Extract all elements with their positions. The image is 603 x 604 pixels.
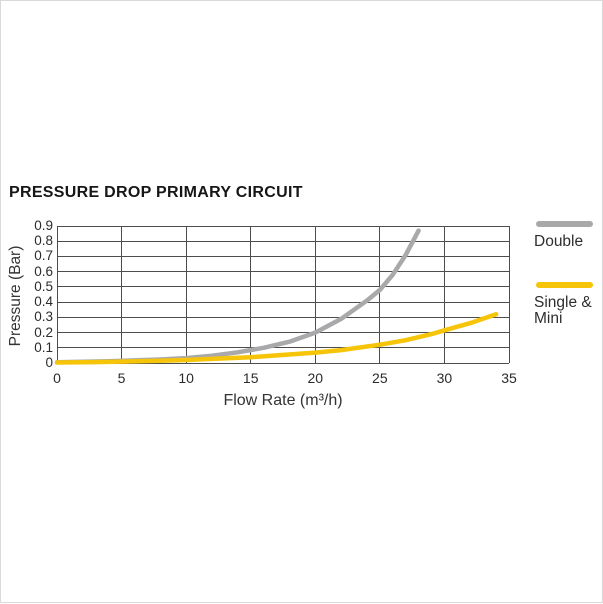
legend-entry: Double — [534, 221, 603, 250]
gridline-horizontal — [57, 332, 509, 334]
x-tick-label: 10 — [178, 370, 194, 386]
y-tick-label: 0.5 — [34, 278, 53, 294]
curve-single-mini — [54, 312, 499, 365]
gridline-horizontal — [57, 301, 509, 303]
y-tick-label: 0.6 — [34, 263, 53, 279]
y-tick-label: 0.8 — [34, 233, 53, 249]
x-axis-title: Flow Rate (m³/h) — [223, 392, 343, 409]
x-tick-label: 0 — [53, 370, 61, 386]
legend-entry: Single & Mini — [534, 282, 603, 327]
y-tick-label: 0.3 — [34, 309, 53, 325]
gridline-vertical — [508, 226, 510, 363]
x-tick-label: 5 — [117, 370, 126, 386]
y-tick-label: 0.9 — [34, 218, 53, 233]
chart-title: PRESSURE DROP PRIMARY CIRCUIT — [9, 184, 303, 201]
legend-line-swatch — [536, 282, 593, 288]
gridline-horizontal — [57, 240, 509, 242]
gridline-vertical — [185, 226, 187, 363]
gridline-vertical — [314, 226, 316, 363]
gridline-horizontal — [57, 316, 509, 318]
x-tick-label: 30 — [436, 370, 453, 386]
y-axis-title: Pressure (Bar) — [7, 245, 24, 347]
gridline-horizontal — [57, 286, 509, 288]
gridline-horizontal — [57, 225, 509, 227]
legend-line-swatch — [536, 221, 593, 227]
gridline-horizontal — [57, 255, 509, 257]
gridline-vertical — [379, 226, 381, 363]
x-tick-label: 35 — [501, 370, 517, 386]
curve-double — [54, 228, 421, 365]
gridline-vertical — [121, 226, 123, 363]
y-tick-label: 0.2 — [34, 324, 53, 340]
legend-label: Single & Mini — [534, 294, 592, 327]
gridline-vertical — [250, 226, 252, 363]
gridline-horizontal — [57, 347, 509, 349]
x-tick-label: 15 — [242, 370, 259, 386]
gridline-vertical — [56, 226, 58, 363]
x-tick-label: 20 — [307, 370, 324, 386]
gridline-vertical — [443, 226, 445, 363]
legend-label: Double — [534, 233, 584, 250]
y-tick-label: 0.4 — [34, 294, 53, 310]
y-tick-label: 0.1 — [34, 339, 53, 355]
gridline-horizontal — [57, 362, 509, 364]
x-tick-label: 25 — [372, 370, 388, 386]
y-tick-label: 0 — [45, 355, 53, 370]
y-tick-label: 0.7 — [34, 248, 53, 264]
gridline-horizontal — [57, 271, 509, 273]
